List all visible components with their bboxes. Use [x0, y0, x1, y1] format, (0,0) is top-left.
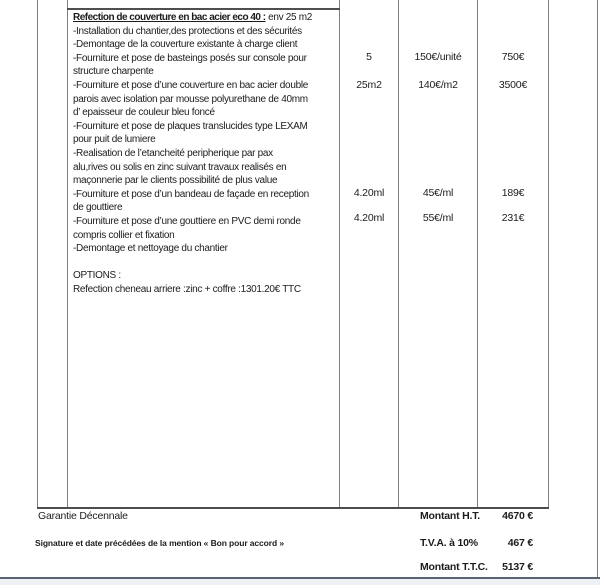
- table-column-line-description-end: [339, 0, 340, 509]
- description-line: structure charpente: [73, 66, 154, 78]
- total-cell: 189€: [501, 186, 525, 199]
- table-bottom-rule: [37, 507, 549, 509]
- unit-price-cell: 140€/m2: [418, 78, 458, 91]
- description-line: -Demontage et nettoyage du chantier: [73, 243, 228, 255]
- description-line-blank: [73, 256, 339, 270]
- description-section-top-rule: [67, 8, 340, 10]
- table-right-border: [597, 0, 598, 578]
- description-line: -Fourniture et pose de plaques transluci…: [73, 120, 308, 132]
- window-bottom-strip: [0, 579, 600, 585]
- description-line: -Demontage de la couverture existante à …: [73, 39, 298, 51]
- tva-value: 467 €: [507, 536, 533, 549]
- description-line: maçonnerie par le clients possibilité de…: [73, 175, 278, 187]
- table-column-line-quantity-end: [398, 0, 399, 509]
- description-line: pour puit de lumiere: [73, 134, 156, 146]
- description-line: -Fourniture et pose d’un bandeau de faça…: [73, 188, 309, 200]
- description-line: de gouttiere: [73, 202, 123, 214]
- description-line: -Realisation de l’etancheité peripheriqu…: [73, 147, 273, 159]
- work-item-title: Refection de couverture en bac acier eco…: [73, 11, 339, 25]
- description-line: -Fourniture et pose de basteings posés s…: [73, 52, 307, 64]
- description-line: d’ epaisseur de couleur bleu foncé: [73, 107, 215, 119]
- tva-label: T.V.A. à 10%: [420, 536, 478, 549]
- quantity-cell: 5: [366, 51, 372, 63]
- unit-price-cell: 45€/ml: [422, 186, 454, 199]
- description-line: alu,rives ou solis en zinc suivant trava…: [73, 161, 287, 173]
- description-line: -Fourniture et pose d’une couverture en …: [73, 79, 309, 91]
- total-cell: 231€: [501, 212, 525, 224]
- montant-ttc-label: Montant T.T.C.: [420, 560, 488, 573]
- table-column-line-unitprice-end: [477, 0, 478, 509]
- table-column-line-number: [67, 0, 68, 509]
- work-item-title-bold: Refection de couverture en bac acier eco…: [73, 12, 266, 23]
- description-line: compris collier et fixation: [73, 229, 175, 241]
- description-line-options-heading: OPTIONS :: [73, 270, 121, 282]
- quantity-cell: 25m2: [356, 78, 382, 91]
- montant-ht-value: 4670 €: [502, 510, 533, 522]
- garantie-label: Garantie Décennale: [38, 510, 128, 522]
- table-column-line-total-end: [548, 0, 549, 509]
- unit-price-cell: 55€/ml: [422, 212, 454, 224]
- description-line-option: Refection cheneau arriere :zinc + coffre…: [73, 283, 301, 295]
- montant-ttc-value: 5137 €: [502, 560, 533, 573]
- description-line: parois avec isolation par mousse polyure…: [73, 93, 308, 105]
- description-column: Refection de couverture en bac acier eco…: [73, 11, 339, 296]
- work-item-title-rest: env 25 m2: [265, 12, 313, 23]
- signature-note: Signature et date précédées de la mentio…: [35, 538, 284, 548]
- quantity-cell: 4.20ml: [353, 186, 385, 199]
- total-cell: 750€: [501, 51, 525, 63]
- montant-ht-label: Montant H.T.: [420, 510, 481, 522]
- unit-price-cell: 150€/unité: [414, 51, 462, 63]
- total-cell: 3500€: [498, 78, 528, 91]
- table-left-border: [37, 0, 38, 509]
- window-bottom-border: [0, 577, 600, 579]
- description-line: -Installation du chantier,des protection…: [73, 25, 302, 37]
- description-line: -Fourniture et pose d’une gouttiere en P…: [73, 215, 301, 227]
- quantity-cell: 4.20ml: [353, 212, 385, 224]
